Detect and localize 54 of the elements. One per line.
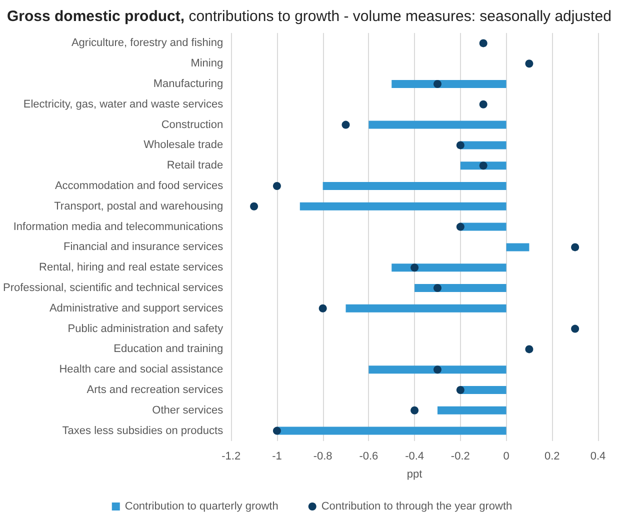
point xyxy=(318,304,327,312)
point xyxy=(410,264,419,272)
x-tick-label: 0.2 xyxy=(544,450,560,462)
y-tick-label: Information media and telecommunications xyxy=(13,220,224,233)
point xyxy=(272,182,281,190)
y-tick-label: Accommodation and food services xyxy=(54,180,224,192)
point xyxy=(433,284,442,292)
y-tick-label: Financial and insurance services xyxy=(64,241,224,254)
y-tick-label: Public administration and safety xyxy=(68,322,224,335)
y-tick-label: Manufacturing xyxy=(153,78,224,90)
point xyxy=(571,243,580,252)
point xyxy=(479,39,488,48)
y-tick-label: Other services xyxy=(152,404,224,416)
y-tick-label: Administrative and support services xyxy=(49,302,224,314)
point xyxy=(433,80,442,88)
x-tick-label: -1.2 xyxy=(222,450,241,462)
x-tick-label: -0.6 xyxy=(359,450,378,462)
legend-label: Contribution to through the year growth xyxy=(321,500,512,512)
point xyxy=(456,222,464,231)
y-tick-label: Education and training xyxy=(114,343,224,356)
x-tick-label: -0.8 xyxy=(313,450,332,462)
y-tick-label: Agriculture, forestry and fishing xyxy=(71,37,224,50)
y-tick-label: Mining xyxy=(190,58,224,70)
y-tick-label: Health care and social assistance xyxy=(59,364,224,376)
legend-label: Contribution to quarterly growth xyxy=(124,500,278,512)
x-axis-title: ppt xyxy=(406,468,422,480)
point xyxy=(456,386,464,394)
point xyxy=(250,202,258,210)
y-tick-label: Wholesale trade xyxy=(144,139,224,152)
point xyxy=(525,345,534,354)
y-tick-label: Arts and recreation services xyxy=(86,384,224,396)
y-tick-label: Taxes less subsidies on products xyxy=(62,424,224,437)
x-tick-label: 0 xyxy=(503,450,510,462)
text: Gross domestic product, xyxy=(7,8,185,25)
chart-subtitle: contributions to growth - volume measures: seasonally adjusted xyxy=(188,8,612,25)
point xyxy=(525,60,534,68)
point xyxy=(272,426,281,435)
point xyxy=(410,406,419,414)
y-tick-label: Professional, scientific and technical services xyxy=(2,282,224,294)
y-tick-label: Transport, postal and warehousing xyxy=(54,200,224,212)
x-tick-label: -1 xyxy=(272,450,282,462)
point xyxy=(342,120,350,129)
point xyxy=(479,162,488,170)
y-tick-label: Electricity, gas, water and waste services xyxy=(23,98,224,110)
point xyxy=(479,100,488,108)
point xyxy=(456,141,464,150)
x-tick-label: -0.2 xyxy=(450,450,470,462)
y-tick-label: Construction xyxy=(161,118,224,131)
point xyxy=(571,324,580,333)
point xyxy=(433,366,442,374)
y-tick-label: Rental, hiring and real estate services xyxy=(39,262,224,274)
x-tick-label: -0.4 xyxy=(405,450,424,462)
x-tick-label: 0.4 xyxy=(590,450,606,462)
y-tick-label: Retail trade xyxy=(166,160,224,172)
